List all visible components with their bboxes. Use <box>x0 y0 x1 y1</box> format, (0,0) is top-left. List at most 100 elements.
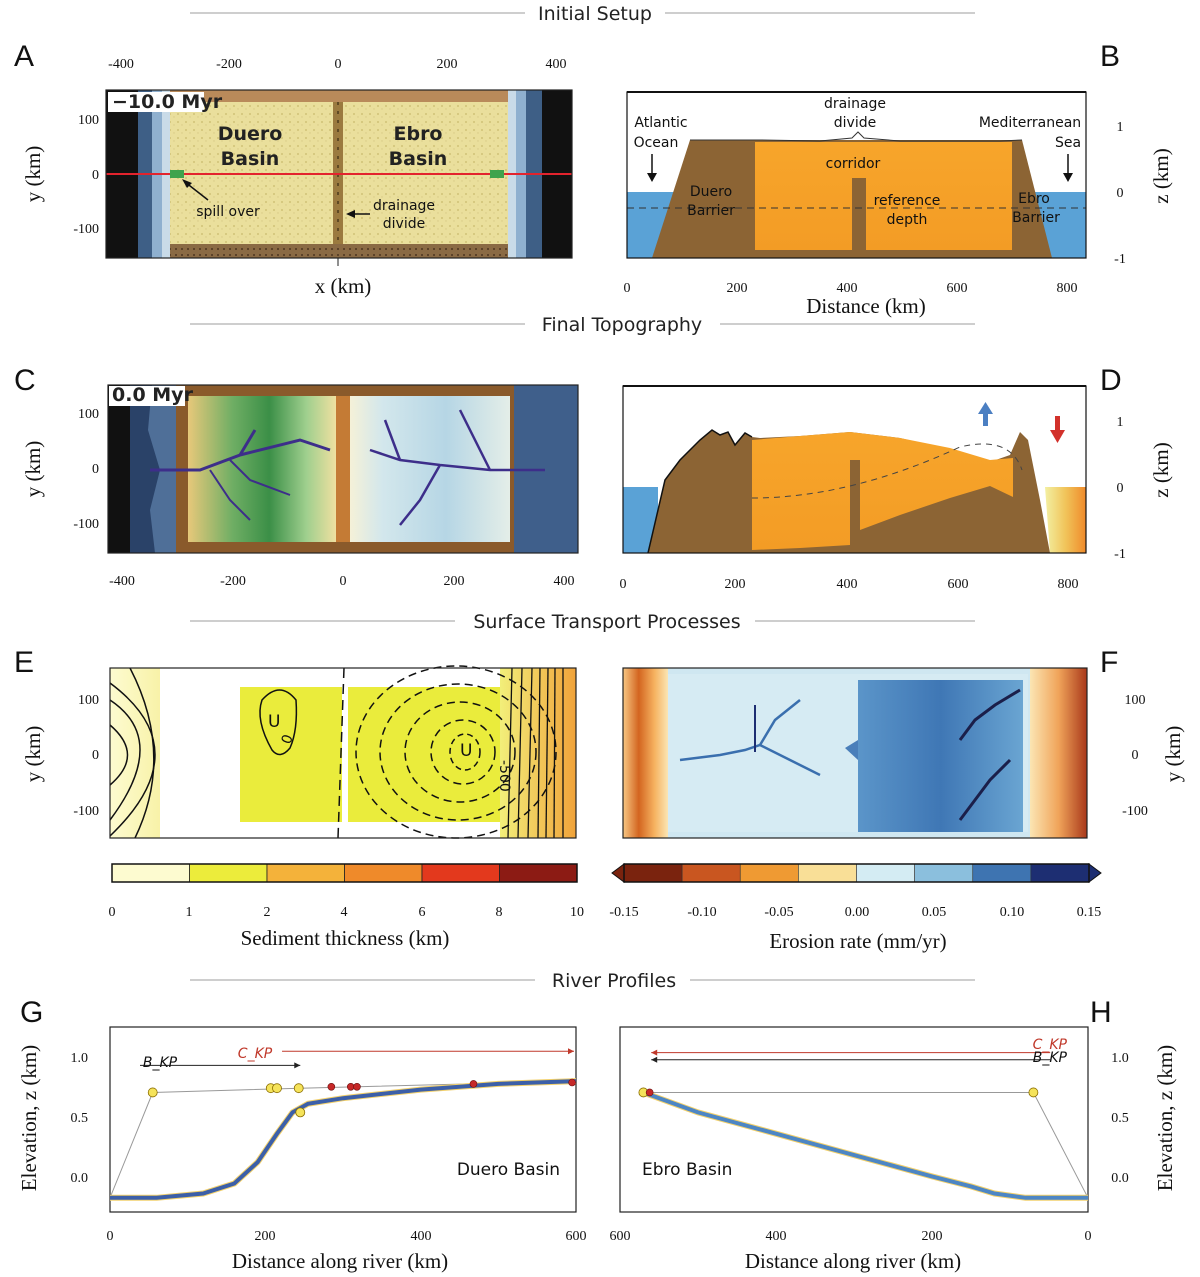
y-tick: 0.5 <box>71 1111 89 1126</box>
panel-b-axes: 0 200 400 600 800 1 0 -1 Distance (km) z… <box>624 120 1174 318</box>
colorbar-tick: 0.00 <box>845 905 870 920</box>
y-tick: 0 <box>1132 748 1139 763</box>
y-tick: 0.0 <box>71 1171 89 1186</box>
panel-f-axes: 100 0 -100 y (km) <box>1122 693 1185 819</box>
x-axis-label: x (km) <box>315 274 372 298</box>
x-axis-label: Distance along river (km) <box>745 1249 961 1273</box>
section-initial-setup: Initial Setup <box>190 3 975 25</box>
atlantic-label-2: Ocean <box>634 135 679 151</box>
knickpoint-path-line <box>643 1092 1088 1199</box>
y-axis-label: y (km) <box>21 441 45 498</box>
drainage-divide-label-1: drainage <box>824 96 886 112</box>
b-kp-label: B_KP <box>1033 1050 1068 1066</box>
knickpoint-red <box>353 1082 361 1091</box>
panel-label-e: E <box>14 646 34 679</box>
panel-h-river-profile: Ebro Basin C_KP B_KP <box>619 1026 1089 1213</box>
c-kp-arrowhead <box>651 1049 658 1056</box>
trunk-line <box>645 1091 1088 1200</box>
knickpoint-yellow <box>295 1107 306 1118</box>
colorbar-tick: 0.10 <box>1000 905 1025 920</box>
ebro-barrier-label-1: Ebro <box>1018 191 1050 207</box>
section-title: Surface Transport Processes <box>473 611 740 633</box>
knickpoint-red <box>469 1080 478 1088</box>
panel-c-time: 0.0 Myr <box>112 384 194 406</box>
y-tick: 100 <box>1125 693 1146 708</box>
duero-barrier-label-1: Duero <box>690 184 732 200</box>
colorbar-segment <box>623 863 683 883</box>
panel-label-a: A <box>14 40 34 73</box>
colorbar-tick: -0.10 <box>687 905 716 920</box>
y-tick: 0 <box>92 168 99 183</box>
y-tick: -100 <box>73 517 99 532</box>
z-tick: 0 <box>1117 186 1124 201</box>
drainage-divide-label-1: drainage <box>373 198 435 214</box>
y-tick: 100 <box>78 407 99 422</box>
colorbar-segment <box>739 863 799 883</box>
z-tick: 1 <box>1117 120 1124 135</box>
colorbar-tick: 8 <box>496 905 503 920</box>
duero-basin-label-2: Basin <box>221 148 280 170</box>
uplift-marker-1: U <box>268 712 280 732</box>
spill-over-label: spill over <box>196 204 260 220</box>
panel-g-axes: 0 200 400 600 0.0 0.5 1.0 Distance along… <box>17 1045 587 1273</box>
x-axis-label: Distance (km) <box>806 294 926 318</box>
y-tick: 0.0 <box>1111 1171 1129 1186</box>
colorbar-segment <box>856 863 915 883</box>
knickpoint-red <box>568 1078 576 1087</box>
trunk-line-shadow <box>644 1090 1088 1201</box>
panel-e-sediment-map: U 0 U -500 <box>109 665 577 839</box>
z-tick: 1 <box>1117 415 1124 430</box>
y-axis-label: y (km) <box>1161 726 1185 783</box>
panel-g-river-profile: Duero Basin B_KP C_KP <box>109 1026 577 1213</box>
panel-d-section <box>622 385 1087 554</box>
panel-c-map: 0.0 Myr <box>107 384 579 554</box>
trunk-line <box>110 1079 576 1200</box>
panel-a-axes: -400 -200 0 200 400 100 0 -100 x (km) y … <box>21 57 567 298</box>
contour-label-500: -500 <box>496 760 512 792</box>
colorbar-extend-low <box>611 863 625 883</box>
x-tick: 0 <box>624 281 631 296</box>
colorbar-segment <box>972 863 1032 883</box>
drainage-divide-label-2: divide <box>834 115 876 131</box>
panel-label-b: B <box>1100 40 1120 73</box>
y-tick: -100 <box>73 804 99 819</box>
b-kp-label: B_KP <box>143 1055 178 1071</box>
ebro-basin-label-2: Basin <box>389 148 448 170</box>
corridor-label: corridor <box>826 156 881 172</box>
x-tick: -400 <box>108 57 134 72</box>
knickpoint-red <box>645 1088 654 1097</box>
x-tick: 200 <box>437 57 458 72</box>
z-tick: 0 <box>1117 481 1124 496</box>
section-final-topography: Final Topography <box>190 314 975 336</box>
mediterranean-label-1: Mediterranean <box>979 115 1081 131</box>
duero-barrier-label-2: Barrier <box>687 203 735 219</box>
panel-h-axes: 600 400 200 0 0.0 0.5 1.0 Distance along… <box>610 1045 1178 1273</box>
x-tick: 600 <box>948 577 969 592</box>
ebro-basin-title: Ebro Basin <box>642 1160 732 1180</box>
colorbar-segment <box>344 863 423 883</box>
x-tick: 600 <box>610 1229 631 1244</box>
duero-basin-title: Duero Basin <box>457 1160 560 1180</box>
x-tick: 400 <box>766 1229 787 1244</box>
x-tick: 400 <box>546 57 567 72</box>
panel-c-axes: -400 -200 0 200 400 100 0 -100 y (km) <box>21 407 575 589</box>
colorbar-frame <box>111 863 578 883</box>
panel-d-axes: 0 200 400 600 800 1 0 -1 z (km) <box>620 415 1174 592</box>
panel-label-c: C <box>14 364 36 397</box>
colorbar-tick: -0.15 <box>609 905 638 920</box>
y-axis-label: y (km) <box>21 146 45 203</box>
ebro-barrier-label-2: Barrier <box>1012 210 1060 226</box>
uplift-marker-2: U <box>460 741 472 761</box>
knickpoint-yellow <box>272 1083 282 1094</box>
x-tick: 200 <box>255 1229 276 1244</box>
y-tick: -100 <box>1122 804 1148 819</box>
atlantic-label-1: Atlantic <box>634 115 687 131</box>
y-axis-label: Elevation, z (km) <box>17 1045 41 1191</box>
z-axis-label: z (km) <box>1149 442 1173 497</box>
y-tick: 0 <box>92 462 99 477</box>
y-axis-label: Elevation, z (km) <box>1153 1045 1177 1191</box>
knickpoint-red <box>327 1082 336 1091</box>
mediterranean-label-2: Sea <box>1055 135 1081 151</box>
x-tick: 800 <box>1058 577 1079 592</box>
panel-a-map: −10.0 Myr Duero Basin Ebro Basin spill o… <box>105 89 573 259</box>
